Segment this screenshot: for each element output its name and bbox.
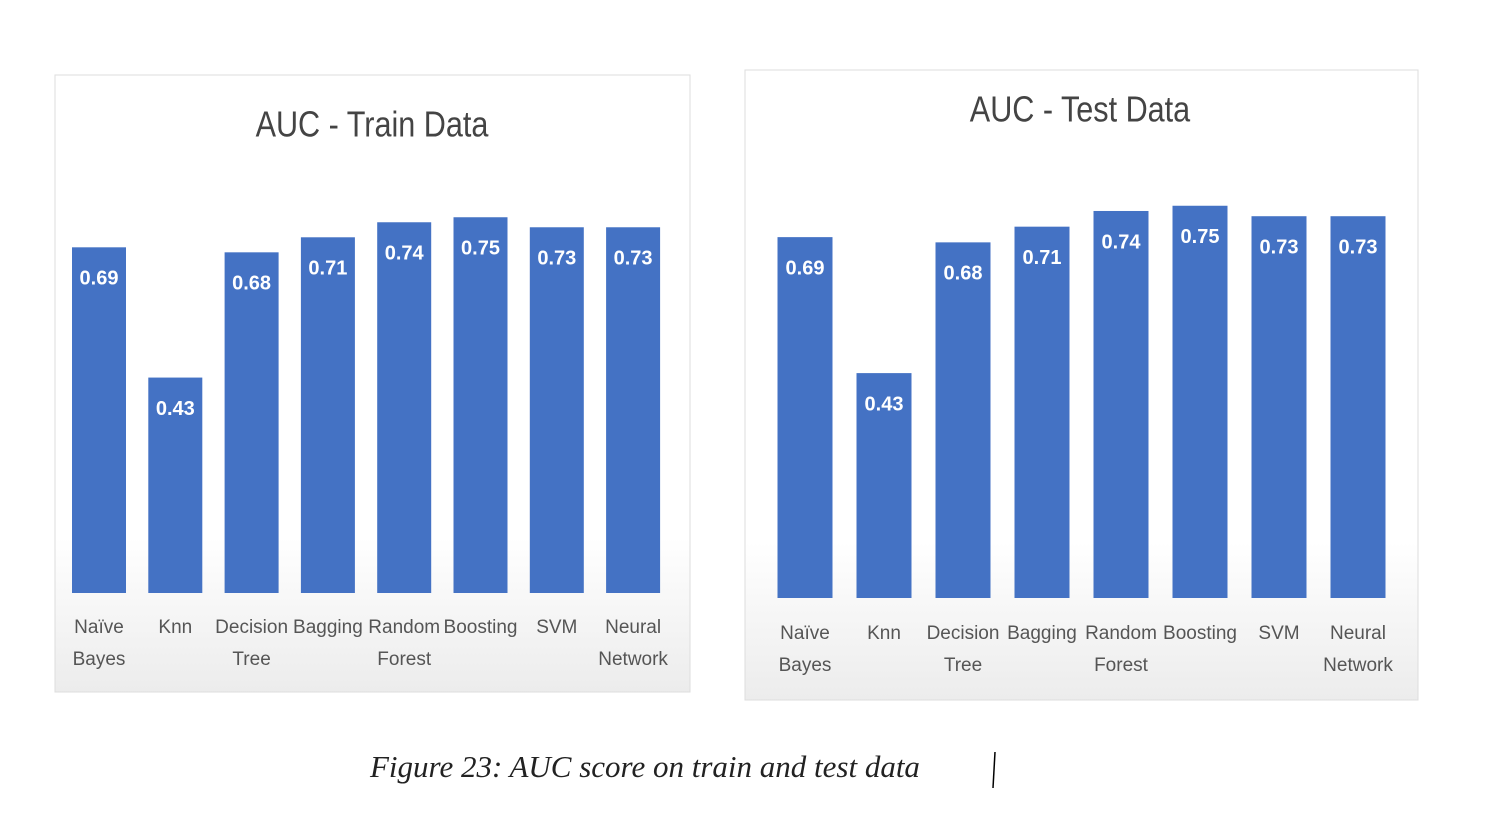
data-label: 0.68 bbox=[232, 273, 271, 295]
x-tick-label: Neural Network bbox=[1323, 623, 1393, 676]
x-tick-label: Decision Tree bbox=[927, 623, 1000, 676]
bar bbox=[1330, 216, 1386, 598]
x-tick-label: Bagging bbox=[1007, 623, 1077, 644]
data-label: 0.73 bbox=[1260, 236, 1299, 258]
x-tick-label: Naïve Bayes bbox=[73, 617, 126, 670]
bar bbox=[529, 227, 584, 593]
data-label: 0.73 bbox=[1339, 236, 1378, 258]
text-cursor bbox=[992, 751, 996, 789]
data-label: 0.74 bbox=[1102, 231, 1142, 253]
x-tick-label: Bagging bbox=[293, 617, 363, 638]
bar bbox=[935, 242, 991, 599]
x-tick-label: Decision Tree bbox=[215, 617, 288, 670]
bar bbox=[1251, 216, 1307, 598]
bar bbox=[148, 377, 203, 593]
bar bbox=[777, 237, 833, 598]
x-tick-label: Random Forest bbox=[368, 617, 440, 670]
bar bbox=[856, 373, 912, 598]
x-tick-label: SVM bbox=[536, 617, 577, 638]
data-label: 0.73 bbox=[537, 248, 576, 270]
x-tick-label: SVM bbox=[1258, 623, 1299, 644]
bar bbox=[453, 217, 508, 593]
data-label: 0.69 bbox=[80, 268, 119, 290]
bar bbox=[377, 222, 432, 593]
bar bbox=[606, 227, 661, 593]
data-label: 0.73 bbox=[614, 248, 653, 270]
data-label: 0.68 bbox=[944, 263, 983, 285]
bar bbox=[1093, 210, 1149, 599]
data-label: 0.69 bbox=[786, 257, 825, 279]
x-tick-label: Naïve Bayes bbox=[779, 623, 832, 676]
bar bbox=[1172, 205, 1228, 598]
bar bbox=[300, 237, 355, 594]
data-label: 0.74 bbox=[385, 243, 425, 265]
x-tick-label: Boosting bbox=[1163, 623, 1237, 644]
x-tick-label: Knn bbox=[867, 623, 901, 644]
x-tick-label: Knn bbox=[158, 617, 192, 638]
chart-title: AUC - Test Data bbox=[970, 90, 1191, 130]
data-label: 0.75 bbox=[1181, 226, 1220, 248]
data-label: 0.75 bbox=[461, 238, 500, 260]
data-label: 0.43 bbox=[156, 398, 195, 420]
data-label: 0.71 bbox=[308, 258, 347, 280]
x-tick-label: Boosting bbox=[444, 617, 518, 638]
bar bbox=[224, 252, 279, 593]
chart-title: AUC - Train Data bbox=[256, 105, 489, 145]
x-tick-label: Neural Network bbox=[598, 617, 668, 670]
x-tick-label: Random Forest bbox=[1085, 623, 1157, 676]
data-label: 0.71 bbox=[1023, 247, 1062, 269]
bar bbox=[1014, 226, 1070, 599]
data-label: 0.43 bbox=[865, 393, 904, 415]
bar bbox=[72, 247, 126, 593]
caption: Figure 23: AUC score on train and test d… bbox=[369, 749, 920, 784]
chart-frame bbox=[744, 69, 1419, 701]
